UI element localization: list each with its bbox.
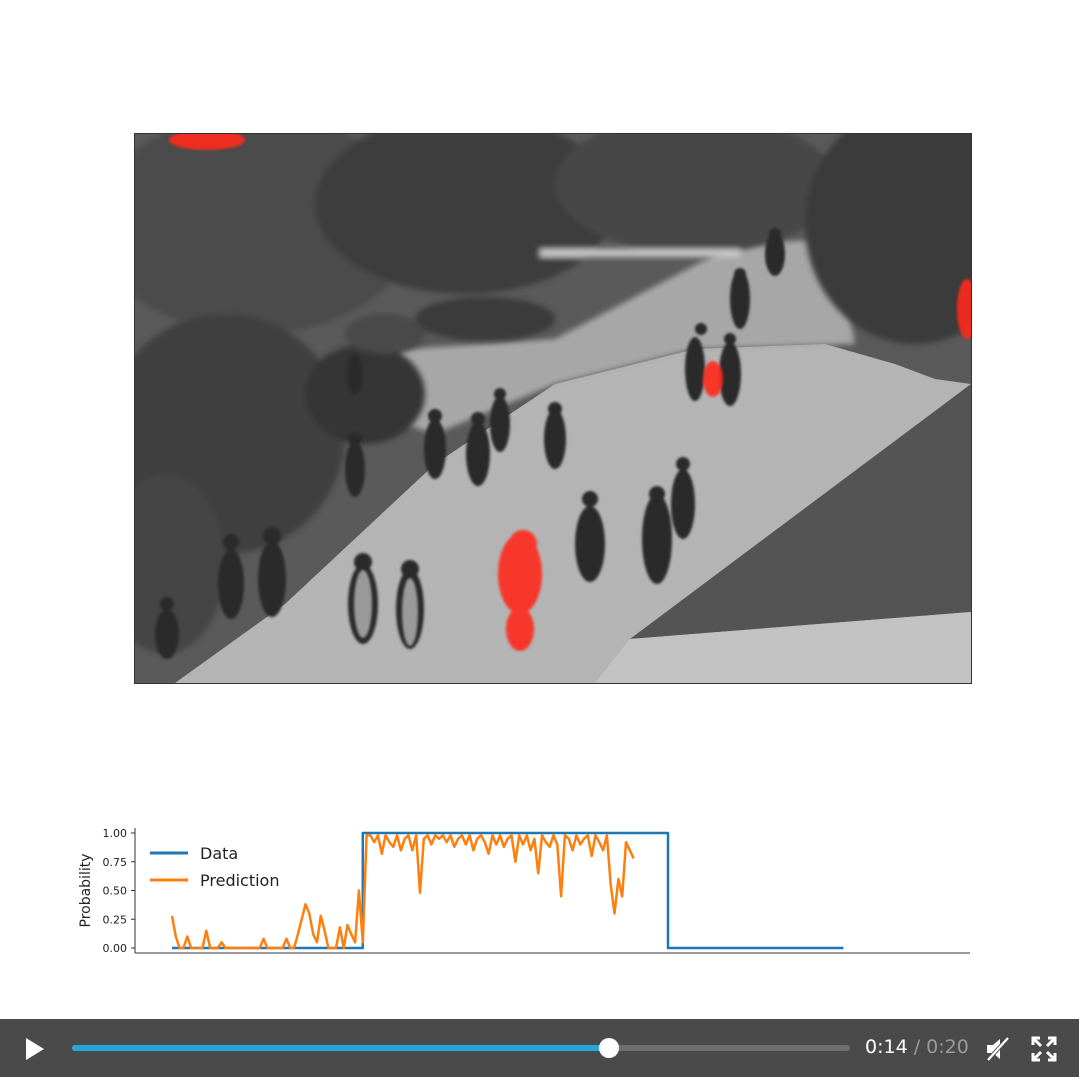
y-tick-label: 1.00 bbox=[103, 827, 128, 840]
mute-button[interactable] bbox=[984, 1035, 1012, 1063]
duration: 0:20 bbox=[926, 1036, 969, 1058]
probability-chart-svg: 0.00 0.25 0.50 0.75 1.00 Probability Data Pred… bbox=[78, 827, 970, 955]
current-time: 0:14 bbox=[865, 1036, 908, 1058]
y-tick-label: 0.75 bbox=[103, 856, 128, 869]
probability-chart: 0.00 0.25 0.50 0.75 1.00 Probability Data Pred… bbox=[70, 815, 990, 965]
fullscreen-icon bbox=[1031, 1036, 1057, 1062]
scene-image bbox=[135, 134, 971, 683]
legend-label-prediction: Prediction bbox=[200, 871, 279, 890]
seek-progress bbox=[72, 1045, 609, 1051]
y-tick-label: 0.25 bbox=[103, 913, 128, 926]
legend-label-data: Data bbox=[200, 844, 238, 863]
y-tick-label: 0.00 bbox=[103, 942, 128, 955]
series-line-prediction bbox=[170, 834, 635, 950]
volume-muted-icon bbox=[986, 1036, 1010, 1062]
time-separator: / bbox=[913, 1036, 921, 1058]
play-button[interactable] bbox=[20, 1035, 48, 1063]
fullscreen-button[interactable] bbox=[1030, 1035, 1058, 1063]
series-line-data bbox=[172, 831, 844, 950]
play-icon bbox=[26, 1038, 44, 1060]
y-tick-label: 0.50 bbox=[103, 885, 128, 898]
video-frame[interactable] bbox=[134, 133, 972, 684]
video-controls: 0:14 / 0:20 bbox=[0, 1019, 1079, 1077]
seek-handle[interactable] bbox=[598, 1038, 619, 1058]
y-axis-label: Probability bbox=[78, 853, 94, 927]
seek-bar[interactable] bbox=[72, 1038, 850, 1058]
time-display: 0:14 / 0:20 bbox=[865, 1036, 969, 1058]
